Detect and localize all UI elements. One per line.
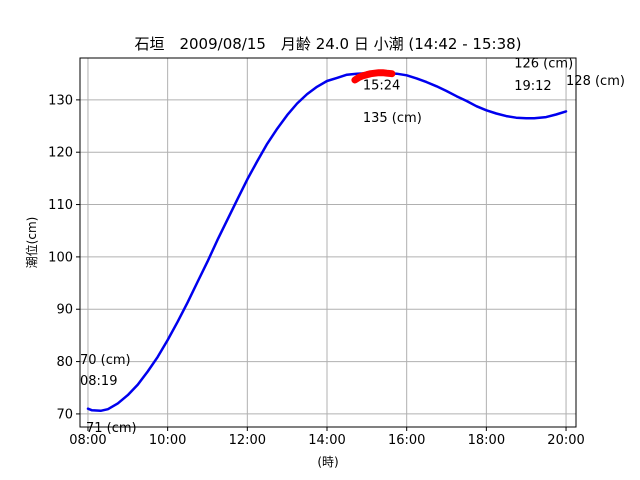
annotation-label: 128 (cm): [566, 74, 625, 89]
annotation-label: 135 (cm): [363, 111, 422, 126]
annotation-label: 70 (cm): [80, 353, 131, 368]
x-tick-label: 16:00: [388, 433, 425, 448]
chart-title: 石垣 2009/08/15 月齢 24.0 日 小潮 (14:42 - 15:3…: [134, 35, 521, 53]
x-tick-label: 14:00: [308, 433, 345, 448]
annotation-label: 126 (cm): [514, 56, 573, 71]
y-tick-label: 80: [56, 355, 73, 370]
y-tick-label: 90: [56, 303, 73, 318]
x-tick-label: 08:00: [69, 433, 106, 448]
grid: [80, 58, 576, 427]
y-tick-label: 110: [48, 198, 73, 213]
annotation-label: 71 (cm): [86, 421, 137, 436]
x-tick-label: 12:00: [229, 433, 266, 448]
x-tick-label: 10:00: [149, 433, 186, 448]
y-tick-label: 100: [48, 250, 73, 265]
tide-curve: [86, 71, 568, 413]
x-tick-label: 20:00: [547, 433, 584, 448]
series-layer: [86, 69, 568, 413]
annotation-label: 15:24: [363, 78, 400, 93]
y-axis-label: 潮位(cm): [24, 217, 39, 269]
plot-frame: [79, 57, 577, 428]
x-axis-label: (時): [317, 455, 338, 469]
annotations: 70 (cm) 08:19 71 (cm) 15:24 135 (cm) 126 (cm)…: [80, 56, 625, 436]
axis-ticks: 08:00 10:00 12:00 14:00 16:00 18:00 20:00 70 80 9…: [48, 93, 585, 448]
x-tick-label: 18:00: [468, 433, 505, 448]
y-tick-label: 70: [56, 407, 73, 422]
y-tick-label: 120: [48, 146, 73, 161]
y-tick-label: 130: [48, 93, 73, 108]
neap-highlight-curve: [351, 69, 396, 84]
annotation-label: 19:12: [514, 79, 551, 94]
annotation-label: 08:19: [80, 374, 117, 389]
